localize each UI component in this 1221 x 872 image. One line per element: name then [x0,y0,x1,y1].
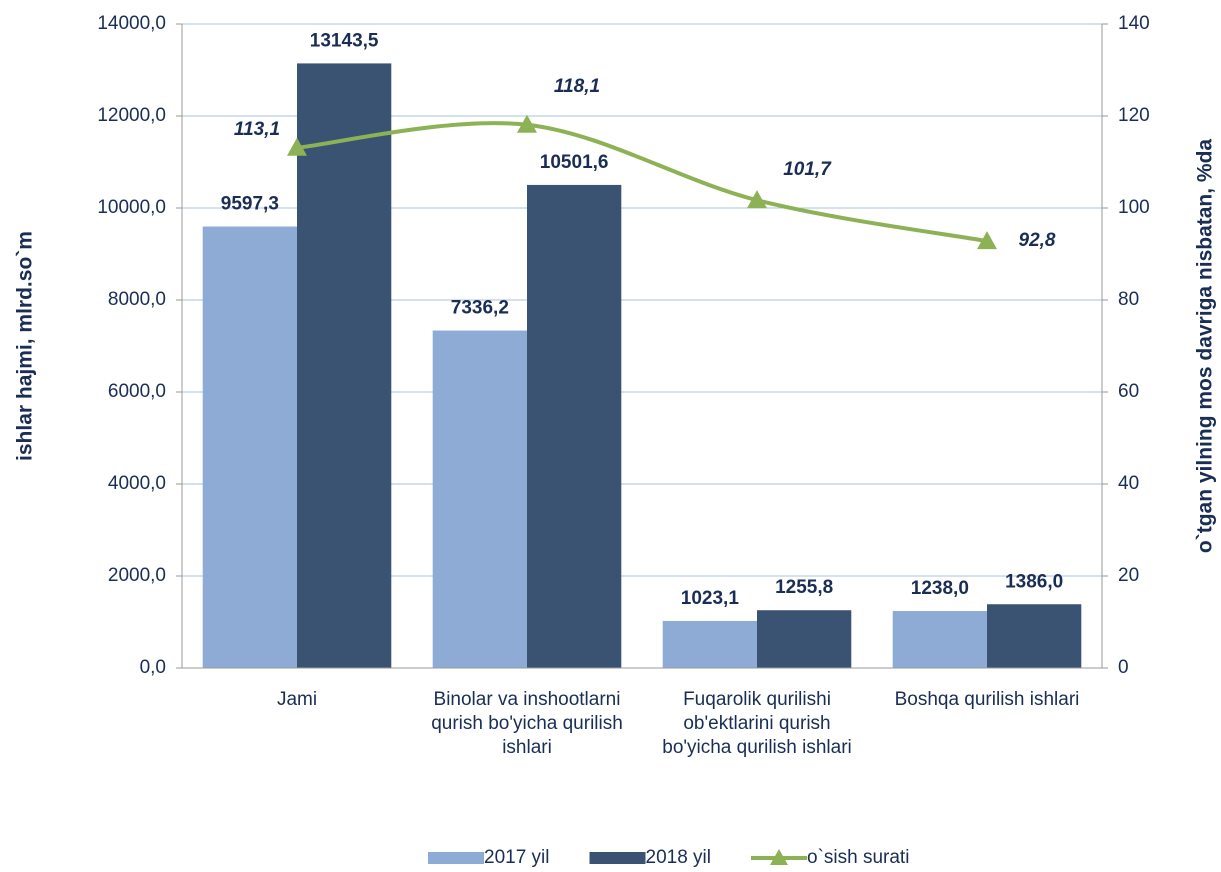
bar-value-label: 7336,2 [451,298,509,319]
bar [892,611,987,668]
bar-value-label: 13143,5 [310,30,379,51]
x-tick-label: Binolar va inshootlarni qurish bo'yicha … [431,689,623,758]
x-tick-label: Jami [276,689,318,710]
bar [432,330,527,668]
bar-value-label: 1255,8 [775,577,833,598]
line-value-label: 113,1 [234,119,280,140]
bar-value-label: 1238,0 [911,578,969,599]
legend-label: o`sish surati [807,847,909,868]
legend-marker [770,849,788,865]
bar-value-label: 10501,6 [540,152,609,173]
line-value-label: 118,1 [554,76,600,97]
y-tick-label: 10000,0 [97,197,166,218]
legend-swatch [589,852,646,864]
legend-swatch [428,852,484,864]
line-marker [747,190,767,209]
bar [202,226,297,668]
bar [757,610,852,668]
bar-value-label: 9597,3 [221,194,279,215]
y2-tick-label: 120 [1118,105,1150,126]
x-tick-label: Boshqa qurilish ishlari [894,689,1080,710]
y2-tick-label: 100 [1118,197,1150,218]
y-tick-label: 0,0 [140,657,166,678]
line-marker [287,137,307,156]
y2-tick-label: 140 [1118,13,1150,34]
y-tick-label: 12000,0 [97,105,166,126]
bar-value-label: 1386,0 [1005,571,1063,592]
y2-tick-label: 0 [1118,657,1129,678]
y2-tick-label: 60 [1118,381,1139,402]
x-tick-label: Fuqarolik qurilishi ob'ektlarini qurish … [662,689,852,758]
line-marker [517,114,537,133]
line-value-label: 101,7 [783,159,832,180]
line [296,121,988,244]
y-tick-label: 8000,0 [108,289,166,310]
y2-tick-label: 40 [1118,473,1139,494]
bar-value-label: 1023,1 [681,588,740,609]
bar [662,620,757,668]
y-tick-label: 2000,0 [108,565,166,586]
line-marker [977,231,997,250]
y-axis-label: ishlar hajmi, mlrd.so`m [14,231,37,461]
bar [527,184,622,669]
y-tick-label: 6000,0 [108,381,166,402]
legend-label: 2017 yil [484,847,550,868]
bar [297,63,392,669]
line-value-label: 92,8 [1019,230,1056,251]
y2-tick-label: 20 [1118,565,1139,586]
y-tick-label: 4000,0 [108,473,166,494]
legend-label: 2018 yil [646,847,712,868]
y2-tick-label: 80 [1118,289,1139,310]
y-tick-label: 14000,0 [97,13,166,34]
y2-axis-label: o`tgan yilning mos davriga nisbatan, %da [1194,139,1217,554]
bar [987,604,1082,668]
